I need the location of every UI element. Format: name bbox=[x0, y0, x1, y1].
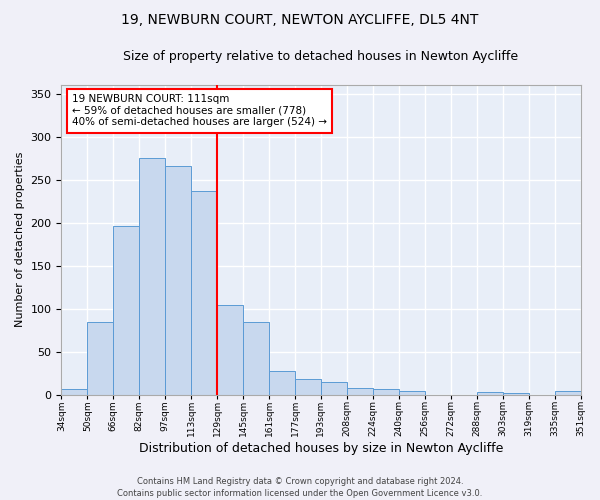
Bar bbox=[295, 379, 321, 394]
Bar bbox=[243, 322, 269, 394]
Bar bbox=[503, 393, 529, 394]
Text: 19 NEWBURN COURT: 111sqm
← 59% of detached houses are smaller (778)
40% of semi-: 19 NEWBURN COURT: 111sqm ← 59% of detach… bbox=[72, 94, 327, 128]
Y-axis label: Number of detached properties: Number of detached properties bbox=[15, 152, 25, 328]
Bar bbox=[113, 226, 139, 394]
Text: Contains HM Land Registry data © Crown copyright and database right 2024.
Contai: Contains HM Land Registry data © Crown c… bbox=[118, 476, 482, 498]
Bar bbox=[139, 158, 165, 394]
Title: Size of property relative to detached houses in Newton Aycliffe: Size of property relative to detached ho… bbox=[124, 50, 518, 63]
Bar bbox=[217, 305, 243, 394]
Text: 19, NEWBURN COURT, NEWTON AYCLIFFE, DL5 4NT: 19, NEWBURN COURT, NEWTON AYCLIFFE, DL5 … bbox=[121, 12, 479, 26]
Bar bbox=[269, 372, 295, 394]
Bar bbox=[347, 388, 373, 394]
Bar bbox=[321, 382, 347, 394]
X-axis label: Distribution of detached houses by size in Newton Aycliffe: Distribution of detached houses by size … bbox=[139, 442, 503, 455]
Bar bbox=[399, 391, 425, 394]
Bar bbox=[191, 191, 217, 394]
Bar bbox=[373, 390, 399, 394]
Bar bbox=[554, 391, 581, 394]
Bar bbox=[476, 392, 503, 394]
Bar bbox=[88, 322, 113, 394]
Bar bbox=[61, 390, 88, 394]
Bar bbox=[165, 166, 191, 394]
